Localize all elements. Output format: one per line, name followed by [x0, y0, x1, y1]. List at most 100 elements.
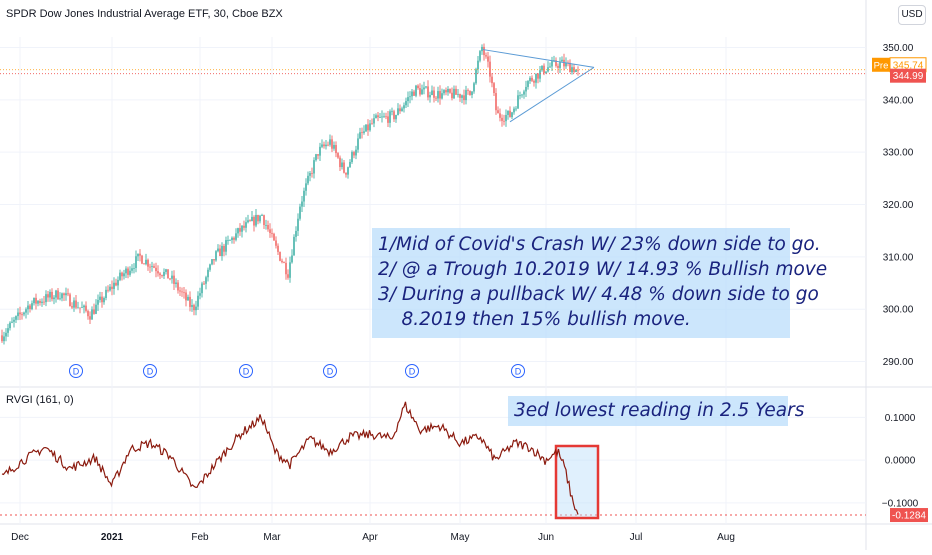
rvgi-highlight-box[interactable]	[554, 444, 600, 520]
candle-body	[209, 264, 211, 270]
candle-body	[69, 294, 71, 307]
candle-body	[421, 89, 423, 95]
candle-body	[225, 240, 227, 252]
candle-body	[179, 290, 181, 292]
candle-body	[125, 268, 127, 274]
time-tick-label: Aug	[717, 532, 735, 543]
candle-body	[577, 69, 579, 71]
dividend-marker[interactable]	[239, 364, 253, 378]
candle-body	[207, 269, 209, 278]
candle-body	[61, 293, 63, 299]
candle-body	[533, 80, 535, 83]
dividend-marker-label: D	[147, 367, 154, 377]
candle-body	[289, 262, 291, 278]
candle-body	[187, 296, 189, 301]
price-axis[interactable]: 290.00 300.00 310.00 320.00 330.00 340.00 350.…	[883, 43, 914, 368]
rvgi-series-line[interactable]	[1, 401, 579, 515]
candle-body	[115, 282, 117, 286]
dividend-marker[interactable]	[323, 364, 337, 378]
candle-body	[253, 216, 255, 226]
candle-body	[143, 263, 145, 265]
candle-body	[353, 152, 355, 156]
rvgi-highlight[interactable]	[554, 444, 600, 520]
dividend-marker[interactable]	[69, 364, 83, 378]
candle-body	[397, 108, 399, 115]
candle-body	[509, 110, 511, 118]
candle-body	[365, 124, 367, 132]
candle-body	[309, 172, 311, 176]
candle-body	[413, 91, 415, 96]
candle-body	[99, 296, 101, 300]
candle-body	[121, 272, 123, 277]
annotation-main-note[interactable]: 1/Mid of Covid's Crash W/ 23% down side …	[372, 228, 827, 338]
candle-body	[77, 307, 79, 309]
candle-body	[335, 145, 337, 154]
rvgi-tick-label: 0.1000	[885, 413, 916, 424]
candle-body	[377, 115, 379, 118]
rvgi-line[interactable]	[1, 401, 579, 515]
candle-body	[317, 154, 319, 156]
candle-body	[321, 144, 323, 147]
currency-button[interactable]: USD	[898, 5, 926, 25]
candle-body	[283, 262, 285, 263]
candle-body	[563, 59, 565, 67]
candle-body	[339, 157, 341, 168]
rvgi-last-badge-bg	[890, 508, 928, 523]
candle-body	[19, 312, 21, 315]
candle-body	[159, 273, 161, 276]
candle-body	[91, 309, 93, 320]
rvgi-indicator-title[interactable]: RVGI (161, 0)	[6, 394, 74, 406]
triangle-trendlines[interactable]	[482, 49, 595, 123]
candle-body	[329, 139, 331, 145]
candle-body	[53, 297, 55, 300]
candle-body	[89, 316, 91, 320]
price-lines	[0, 69, 866, 75]
candle-body	[43, 301, 45, 303]
candle-body	[87, 310, 89, 317]
candle-body	[83, 305, 85, 308]
annotation-rvgi-note[interactable]: 3ed lowest reading in 2.5 Years	[508, 396, 804, 426]
candle-body	[459, 94, 461, 98]
candle-body	[299, 206, 301, 219]
candle-body	[453, 88, 455, 99]
candle-body	[279, 251, 281, 261]
candle-body	[301, 201, 303, 207]
rvgi-tick-label: 0.0000	[885, 456, 916, 467]
candle-body	[107, 289, 109, 291]
rvgi-axis[interactable]: 0.1000 0.0000 −0.1000	[882, 413, 919, 510]
candle-body	[117, 279, 119, 286]
candle-body	[85, 305, 87, 311]
candle-body	[525, 86, 527, 92]
candle-body	[547, 67, 549, 72]
lower-trendline[interactable]	[509, 66, 595, 123]
candle-body	[355, 149, 357, 156]
rvgi-last-badge: -0.1284	[892, 511, 926, 522]
time-tick-label: Apr	[362, 532, 378, 543]
dividend-marker-label: D	[243, 367, 250, 377]
dividend-marker[interactable]	[511, 364, 525, 378]
candle-body	[385, 116, 387, 118]
candle-body	[157, 271, 159, 274]
candle-body	[185, 292, 187, 301]
candle-body	[483, 46, 485, 56]
candle-body	[5, 332, 7, 337]
candle-body	[575, 69, 577, 73]
chart-title: SPDR Dow Jones Industrial Average ETF, 3…	[6, 8, 283, 20]
candle-body	[489, 61, 491, 77]
candle-body	[103, 298, 105, 303]
candle-body	[205, 277, 207, 284]
candle-body	[401, 108, 403, 112]
candle-body	[213, 259, 215, 261]
upper-trendline[interactable]	[482, 49, 595, 68]
candle-body	[273, 233, 275, 241]
dividend-marker[interactable]	[143, 364, 157, 378]
dividend-marker[interactable]	[405, 364, 419, 378]
candle-body	[27, 305, 29, 310]
time-axis[interactable]: Dec 2021 Feb Mar Apr May Jun Jul Aug	[11, 532, 735, 543]
candle-body	[381, 116, 383, 118]
candle-body	[51, 291, 53, 300]
candles[interactable]	[1, 43, 579, 345]
candle-body	[67, 293, 69, 295]
